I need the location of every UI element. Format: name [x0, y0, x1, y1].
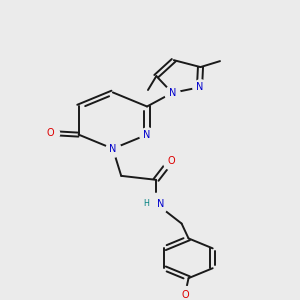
Text: N: N [196, 82, 203, 92]
Text: H: H [143, 199, 149, 208]
Text: O: O [167, 156, 175, 166]
Text: O: O [46, 128, 54, 138]
Text: N: N [157, 199, 164, 209]
Text: N: N [109, 144, 116, 154]
Text: N: N [143, 130, 151, 140]
Text: O: O [181, 290, 189, 300]
Text: N: N [169, 88, 176, 98]
